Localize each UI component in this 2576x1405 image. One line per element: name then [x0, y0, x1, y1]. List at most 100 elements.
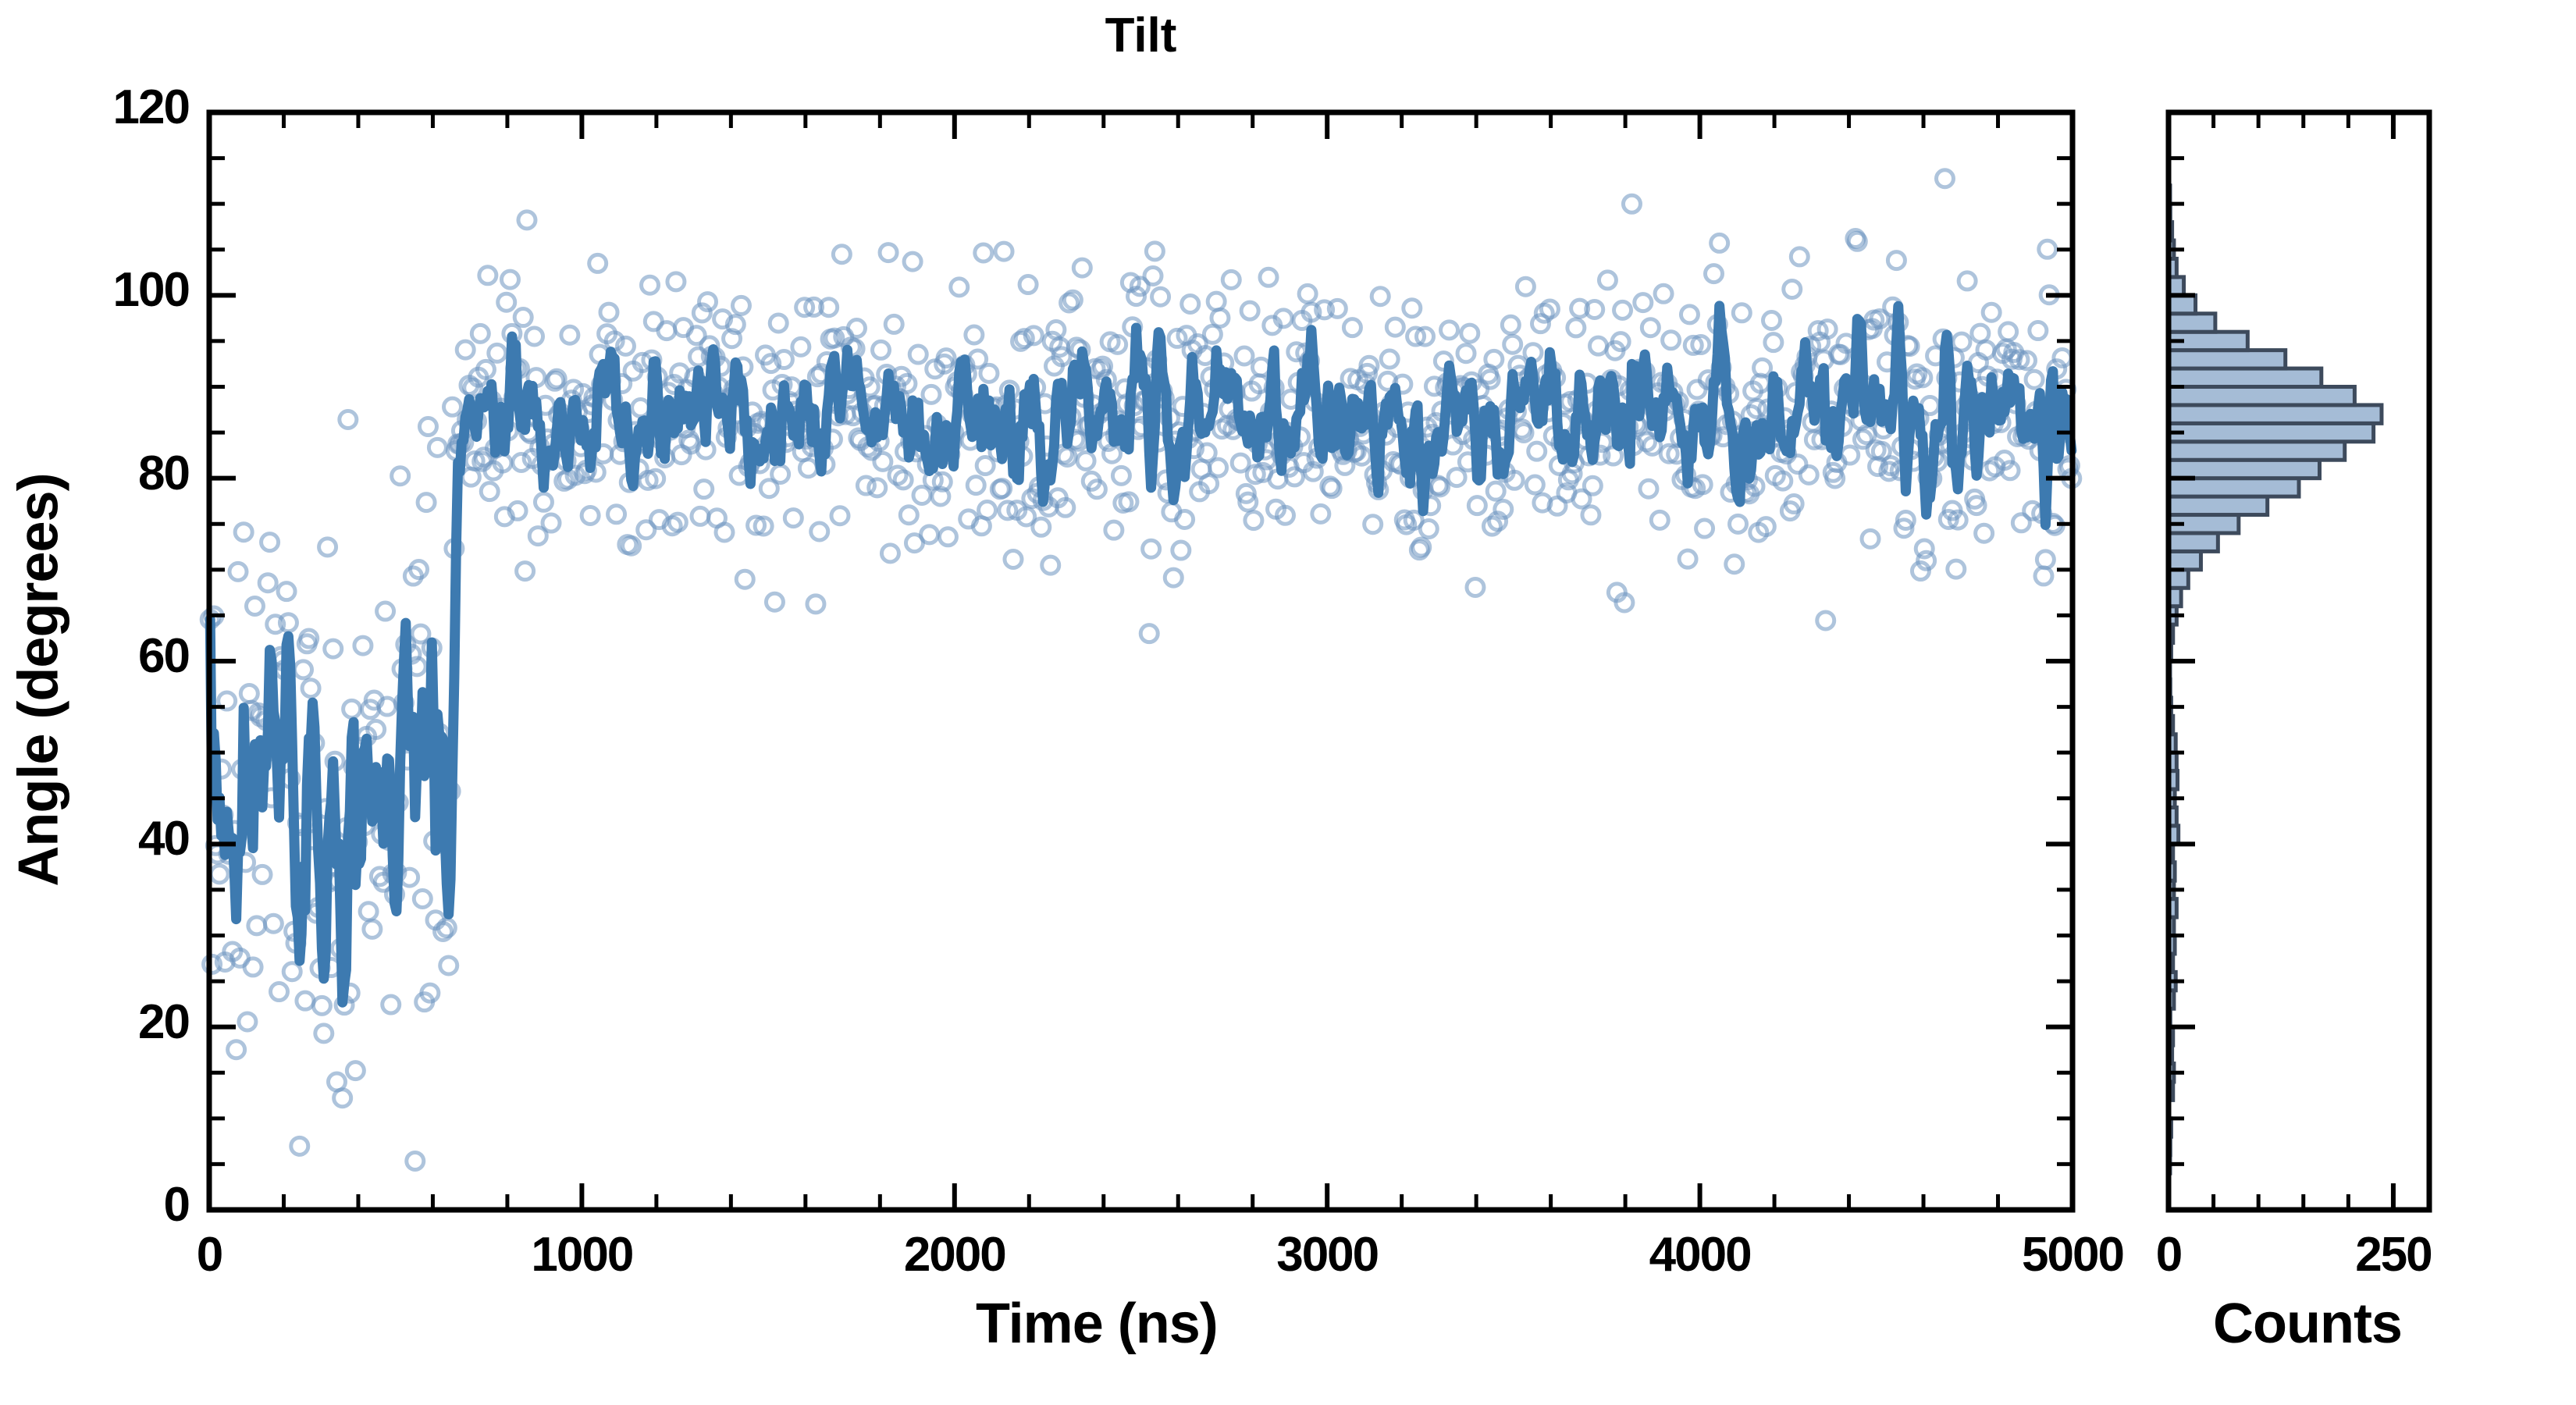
scatter-point — [436, 917, 457, 939]
scatter-point — [1798, 464, 1820, 486]
scatter-point — [1229, 452, 1251, 474]
scatter-point — [790, 336, 812, 357]
scatter-point — [724, 314, 746, 336]
scatter-point — [937, 526, 959, 548]
scatter-point — [758, 478, 780, 500]
scatter-point — [546, 368, 568, 389]
scatter-point — [930, 486, 952, 507]
scatter-point — [1912, 367, 1934, 389]
scatter-point — [721, 328, 743, 350]
scatter-point — [1709, 232, 1731, 254]
scatter-point — [564, 464, 586, 486]
scatter-point — [1649, 509, 1670, 531]
scatter-point — [1530, 313, 1552, 335]
y-tick-label-0: 0 — [163, 1178, 191, 1232]
scatter-point — [417, 416, 439, 438]
scatter-point — [1075, 450, 1097, 471]
scatter-point — [734, 568, 756, 590]
scatter-point — [2010, 512, 2032, 534]
hist-x-tick-label-0: 0 — [2155, 1228, 2183, 1282]
scatter-point — [693, 478, 715, 500]
scatter-point — [1788, 246, 1810, 268]
scatter-point — [1016, 506, 1037, 528]
scatter-point — [2016, 350, 2038, 372]
y-tick-label-20: 20 — [138, 994, 190, 1049]
scatter-point — [1846, 230, 1868, 252]
scatter-point — [317, 536, 339, 558]
scatter-point — [870, 339, 892, 361]
scatter-point — [1571, 488, 1592, 510]
scatter-point — [442, 396, 464, 418]
scatter-point — [1362, 514, 1384, 535]
scatter-point — [1998, 321, 2019, 343]
scatter-point — [1690, 334, 1712, 356]
scatter-point — [1763, 332, 1784, 354]
scatter-point — [1401, 297, 1423, 319]
scatter-point — [1201, 323, 1223, 345]
scatter-point — [1179, 293, 1201, 315]
scatter-point — [1539, 298, 1560, 320]
scatter-point — [730, 294, 752, 316]
scatter-point — [2058, 454, 2080, 476]
histogram-panel — [2165, 109, 2432, 1213]
scatter-point — [1760, 310, 1782, 332]
x-tick-label-3000: 3000 — [1276, 1228, 1379, 1282]
scatter-point — [1017, 274, 1039, 296]
scatter-point — [1783, 493, 1805, 515]
scatter-point — [1002, 548, 1024, 570]
scatter-point — [438, 955, 460, 976]
scatter-point — [496, 291, 518, 313]
y-tick-label-120: 120 — [112, 80, 190, 134]
scatter-point — [1980, 301, 2002, 323]
scatter-point — [872, 450, 894, 472]
scatter-point — [1162, 567, 1184, 589]
scatter-point — [993, 240, 1015, 262]
scatter-point — [587, 252, 609, 274]
scatter-point — [1118, 491, 1140, 513]
scatter-point — [1614, 592, 1635, 614]
scatter-point — [883, 313, 905, 335]
scatter-point — [763, 591, 785, 613]
scatter-point — [948, 276, 970, 298]
scatter-point — [432, 920, 454, 942]
scatter-point — [298, 628, 320, 649]
scatter-point — [1660, 329, 1682, 351]
scatter-point — [1040, 554, 1062, 576]
x-axis-title: Time (ns) — [976, 1293, 1219, 1355]
scatter-point — [516, 209, 538, 231]
scatter-point — [365, 718, 387, 740]
scatter-point — [691, 302, 713, 324]
scatter-point — [1459, 322, 1481, 344]
scatter-point — [244, 595, 265, 617]
scatter-point — [1694, 518, 1716, 539]
scatter-point — [1483, 348, 1505, 370]
scatter-point — [1051, 346, 1073, 368]
scatter-point — [233, 521, 254, 543]
scatter-point — [1869, 308, 1891, 329]
scatter-point — [845, 318, 867, 340]
scatter-point — [1745, 398, 1767, 420]
scatter-point — [977, 499, 998, 521]
scatter-point — [1062, 289, 1083, 311]
scatter-point — [645, 468, 667, 489]
scatter-point — [1142, 265, 1164, 286]
page-title: Tilt — [1105, 9, 1177, 62]
scatter-point — [1895, 509, 1916, 531]
scatter-point — [753, 515, 774, 537]
scatter-point — [1174, 508, 1196, 530]
scatter-point — [1493, 498, 1514, 520]
scatter-point — [259, 532, 281, 553]
scatter-point — [1403, 509, 1425, 531]
scatter-point — [527, 525, 549, 547]
scatter-point — [479, 481, 500, 503]
scatter-point — [1632, 292, 1654, 314]
scatter-point — [1524, 474, 1546, 496]
scatter-point — [1321, 478, 1343, 500]
scatter-point — [281, 961, 303, 983]
scatter-point — [226, 1039, 247, 1061]
scatter-point — [361, 918, 383, 940]
running-average-line — [205, 301, 2077, 1008]
scatter-point — [1565, 317, 1587, 339]
